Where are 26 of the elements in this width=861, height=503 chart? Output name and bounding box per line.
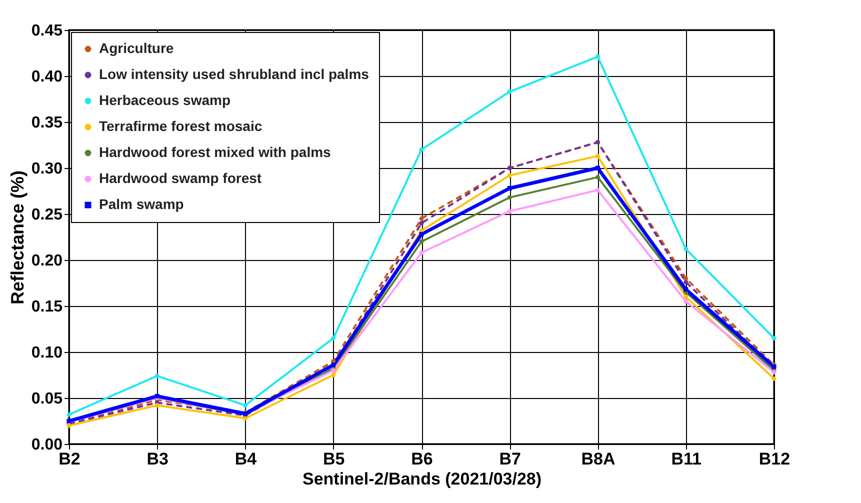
x-tick-label: B11 <box>671 450 702 468</box>
x-axis-title: Sentinel-2/Bands (2021/03/28) <box>302 470 542 488</box>
legend-label: Agriculture <box>99 40 174 56</box>
legend-label: Terrafirme forest mosaic <box>99 118 262 134</box>
x-tick-label: B4 <box>234 450 258 468</box>
x-tick-label: B6 <box>411 450 433 468</box>
y-tick-label: 0.30 <box>31 160 63 178</box>
y-tick-label: 0.40 <box>31 68 63 86</box>
x-tick-label: B8A <box>581 450 616 468</box>
x-tick-label: B5 <box>323 450 345 468</box>
legend-label: Herbaceous swamp <box>99 92 230 108</box>
x-tick-label: B3 <box>146 450 168 468</box>
x-tick-label: B7 <box>499 450 521 468</box>
legend-label: Hardwood forest mixed with palms <box>99 144 332 160</box>
legend-label: Hardwood swamp forest <box>99 170 262 186</box>
y-tick-label: 0.45 <box>31 22 63 40</box>
x-tick-label: B12 <box>758 450 790 468</box>
y-axis-title: Reflectance (%) <box>7 170 28 305</box>
y-tick-label: 0.35 <box>31 114 63 132</box>
y-tick-label: 0.25 <box>31 206 63 224</box>
y-tick-label: 0.05 <box>31 390 63 408</box>
y-tick-label: 0.20 <box>31 252 63 270</box>
y-tick-label: 0.10 <box>31 344 63 362</box>
y-tick-label: 0.15 <box>31 298 63 316</box>
legend-label: Low intensity used shrubland incl palms <box>99 66 370 82</box>
legend-label: Palm swamp <box>99 196 184 212</box>
